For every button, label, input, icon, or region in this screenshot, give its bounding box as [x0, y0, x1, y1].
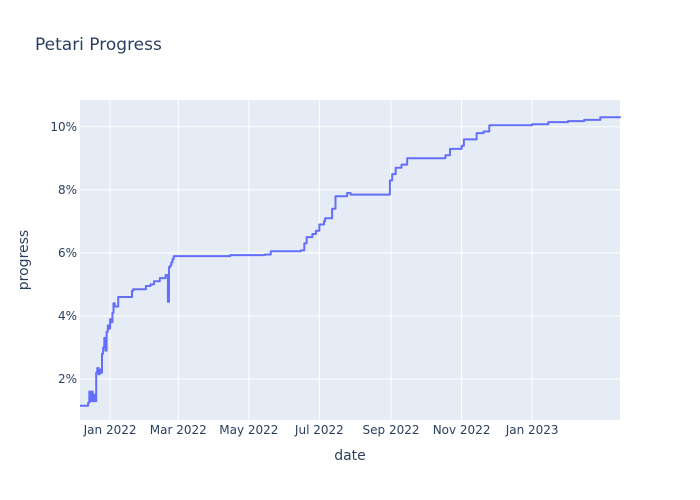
- x-tick-label: Nov 2022: [433, 423, 491, 437]
- x-tick-label: May 2022: [219, 423, 278, 437]
- y-tick-label: 8%: [58, 183, 77, 197]
- progress-line: [80, 116, 621, 407]
- y-tick-label: 6%: [58, 246, 77, 260]
- x-tick-label: Jul 2022: [294, 423, 344, 437]
- x-tick-label: Jan 2022: [83, 423, 137, 437]
- y-tick-label: 4%: [58, 309, 77, 323]
- y-tick-label: 10%: [50, 120, 77, 134]
- y-axis-title: progress: [16, 230, 32, 290]
- chart-title: Petari Progress: [35, 35, 162, 55]
- x-axis-title: date: [334, 448, 366, 464]
- x-tick-label: Jan 2023: [505, 423, 559, 437]
- x-tick-label: Sep 2022: [363, 423, 420, 437]
- y-tick-label: 2%: [58, 372, 77, 386]
- plot-area: [80, 100, 620, 420]
- x-tick-label: Mar 2022: [150, 423, 207, 437]
